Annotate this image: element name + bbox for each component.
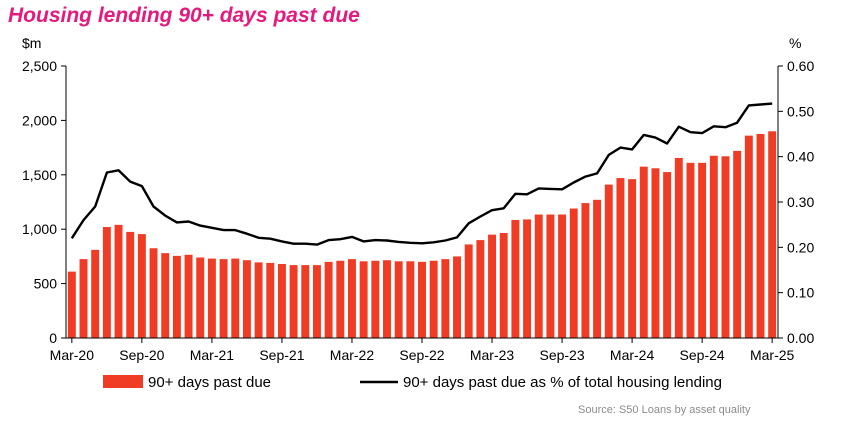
legend-line-label: 90+ days past due as % of total housing …	[403, 374, 722, 391]
bar	[534, 214, 543, 338]
right-tick-label: 0.50	[787, 103, 814, 119]
right-tick-label: 0.30	[787, 194, 814, 210]
bar	[324, 261, 333, 338]
bar	[394, 261, 403, 338]
bar	[67, 271, 76, 338]
bar	[523, 219, 532, 338]
bar	[114, 224, 123, 338]
bar	[604, 184, 613, 338]
x-tick-label: Sep-24	[680, 347, 725, 363]
legend-bar-label: 90+ days past due	[148, 374, 271, 391]
bar	[733, 150, 742, 338]
bar	[476, 240, 485, 338]
x-tick-label: Mar-22	[330, 347, 375, 363]
bar	[347, 259, 356, 338]
bar	[219, 259, 228, 338]
x-tick-label: Mar-20	[50, 347, 95, 363]
bar	[406, 261, 415, 338]
bar	[231, 258, 240, 338]
bar	[698, 162, 707, 338]
bar	[686, 162, 695, 338]
left-tick-label: 2,000	[22, 112, 57, 128]
line-series	[70, 102, 773, 246]
bar	[674, 157, 683, 338]
bar	[184, 254, 193, 338]
bar	[569, 208, 578, 338]
bar	[418, 261, 426, 338]
bar	[289, 265, 298, 338]
bar	[639, 166, 648, 338]
x-tick-label: Sep-21	[259, 347, 304, 363]
bar	[628, 179, 637, 338]
bar	[546, 214, 555, 338]
left-tick-label: 500	[34, 276, 58, 292]
bar	[593, 199, 602, 338]
bar	[721, 156, 730, 338]
right-tick-label: 0.10	[787, 285, 814, 301]
bar	[79, 259, 88, 338]
bar	[371, 260, 380, 338]
bar	[709, 155, 718, 338]
x-tick-label: Mar-21	[190, 347, 235, 363]
x-tick-label: Mar-24	[610, 347, 655, 363]
bar	[137, 234, 146, 338]
bar	[102, 227, 111, 338]
bar	[383, 260, 391, 338]
bar	[499, 233, 508, 338]
bar	[301, 265, 310, 338]
x-tick-label: Mar-25	[750, 347, 795, 363]
left-axis-unit: $m	[22, 35, 41, 51]
bar	[336, 260, 345, 338]
left-tick-label: 0	[49, 330, 57, 346]
right-tick-label: 0.60	[787, 58, 814, 74]
bar	[207, 258, 216, 338]
right-tick-label: 0.40	[787, 149, 814, 165]
bar	[91, 249, 100, 338]
bar	[196, 257, 205, 338]
bar	[616, 178, 625, 338]
legend: 90+ days past due 90+ days past due as %…	[103, 374, 722, 391]
bar	[277, 264, 286, 338]
axes: 0 500 1,000 1,500 2,000 2,500 0.00 0.10 0.20 0.30…	[22, 58, 815, 363]
bar	[558, 214, 567, 338]
bar	[453, 256, 461, 338]
source-note: Source: S50 Loans by asset quality	[578, 404, 751, 416]
bar	[266, 262, 275, 338]
chart-title: Housing lending 90+ days past due	[8, 4, 360, 27]
x-tick-label: Sep-20	[119, 347, 164, 363]
bar	[511, 219, 520, 338]
left-tick-label: 2,500	[22, 58, 57, 74]
bar	[651, 168, 660, 338]
bar	[756, 134, 765, 338]
left-tick-label: 1,500	[22, 167, 57, 183]
bar	[126, 231, 135, 338]
x-tick-label: Sep-23	[539, 347, 584, 363]
bar	[242, 260, 251, 338]
bar	[429, 260, 438, 338]
ratio-line	[70, 102, 773, 246]
bar	[172, 255, 181, 338]
bar	[254, 262, 263, 338]
bar	[149, 248, 158, 338]
bar	[768, 131, 777, 338]
legend-bar-swatch	[103, 375, 143, 388]
bar	[581, 203, 590, 338]
right-tick-label: 0.00	[787, 330, 814, 346]
bar	[744, 135, 753, 338]
right-axis-unit: %	[789, 35, 801, 51]
bar-series	[67, 131, 777, 338]
bar	[312, 265, 321, 338]
bar	[441, 259, 450, 338]
right-tick-label: 0.20	[787, 239, 814, 255]
bar	[161, 253, 170, 338]
bar	[359, 261, 368, 338]
left-tick-label: 1,000	[22, 221, 57, 237]
bar	[464, 244, 473, 338]
bar	[488, 234, 497, 338]
bar	[663, 172, 672, 338]
x-tick-label: Sep-22	[399, 347, 444, 363]
x-tick-label: Mar-23	[470, 347, 515, 363]
